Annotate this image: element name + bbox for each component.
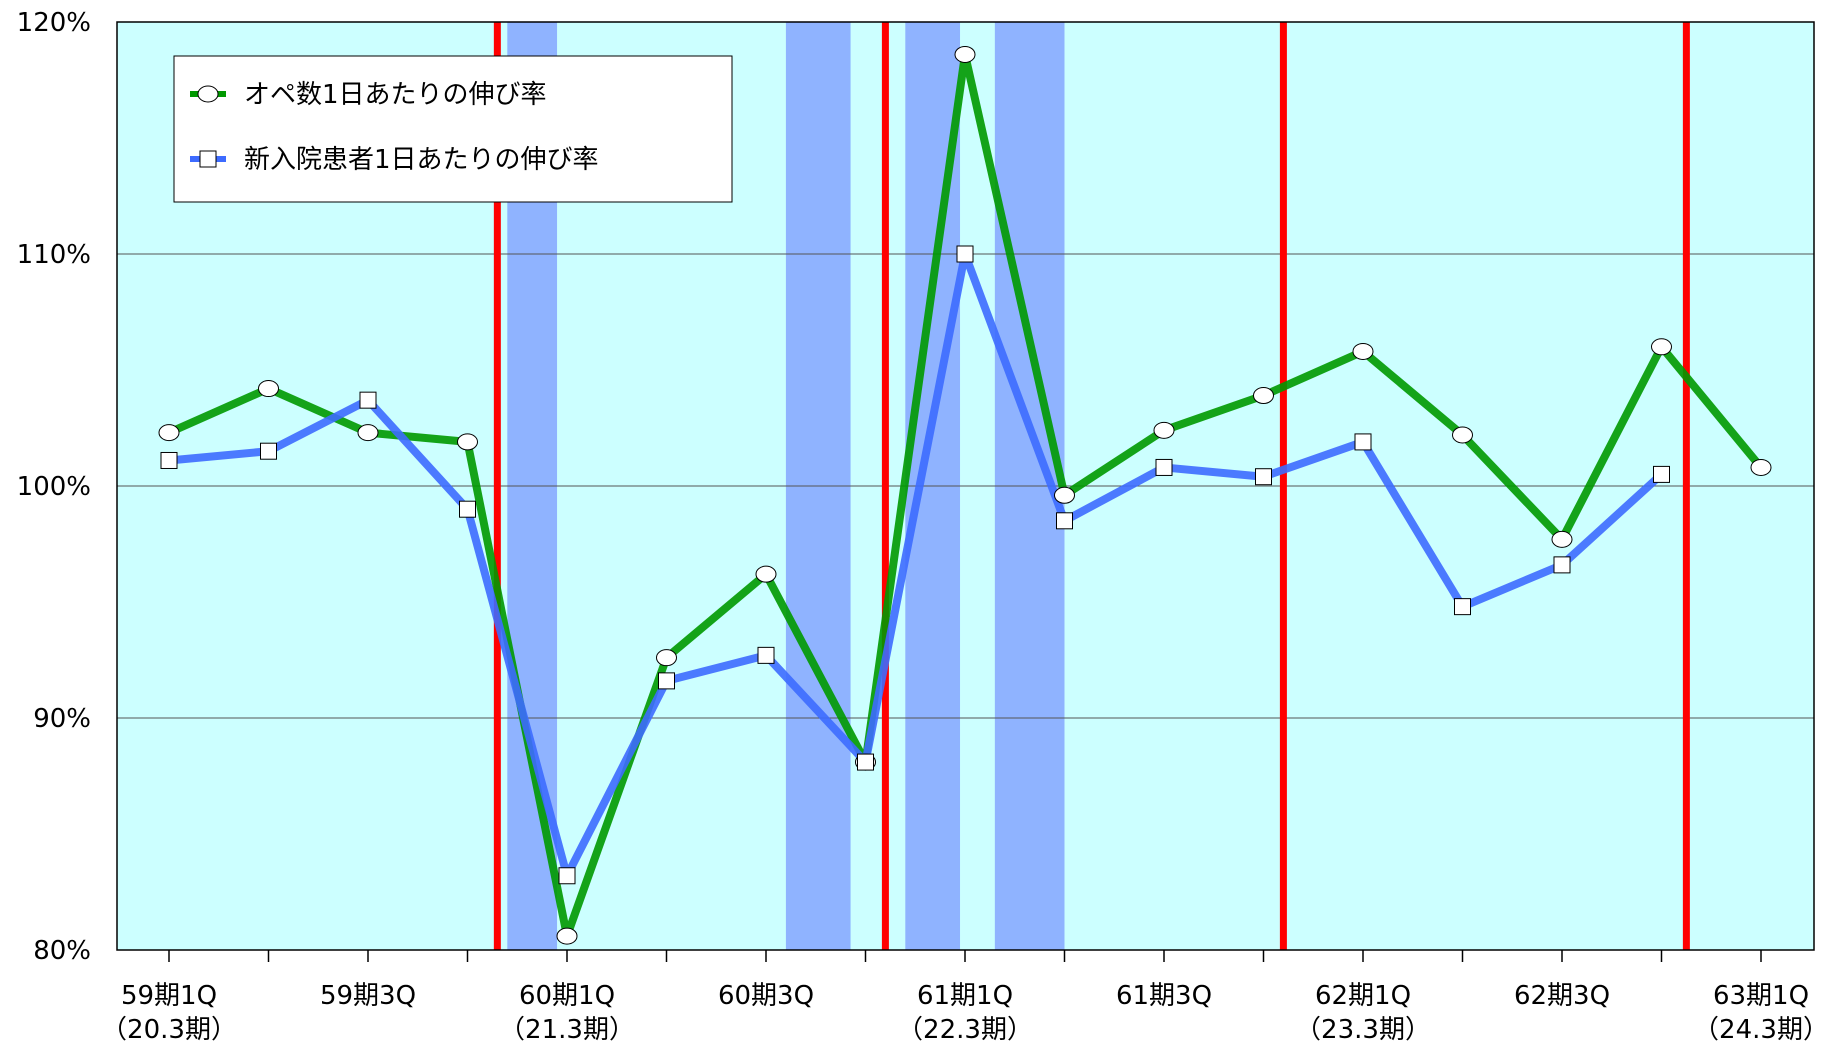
x-tick-label: 61期1Q [917,981,1013,1011]
data-point-square [757,646,775,664]
data-point-square [558,867,576,885]
legend-label-ope: オペ数1日あたりの伸び率 [244,80,547,110]
y-tick-label: 120% [17,8,91,38]
data-point-circle [556,927,578,945]
y-tick-label: 100% [17,472,91,502]
data-point-circle [1452,426,1473,444]
data-point-square [1553,556,1571,574]
x-tick-label: 60期3Q [718,981,814,1011]
data-point-circle [258,380,279,398]
data-point-square [1653,465,1670,483]
data-point-circle [1551,530,1573,548]
data-point-square [658,672,675,690]
legend-marker-circle-icon [197,85,219,103]
x-tick-label: 59期1Q [121,981,217,1011]
legend-label-admission: 新入院患者1日あたりの伸び率 [244,145,599,175]
y-tick-label: 110% [17,240,91,270]
data-point-square [359,391,377,409]
legend-box [173,55,733,203]
x-tick-sublabel: （22.3期） [897,1015,1033,1043]
x-tick-sublabel: （21.3期） [499,1015,635,1043]
series-line-1 [168,250,1665,880]
x-tick-sublabel: （24.3期） [1693,1015,1827,1043]
data-point-circle [1253,387,1274,405]
data-point-square [1354,433,1372,451]
data-point-circle [1153,421,1175,439]
x-tick-label: 62期1Q [1315,981,1411,1011]
legend-item-ope: オペ数1日あたりの伸び率 [190,80,547,110]
data-point-square [160,451,178,469]
data-point-circle [1054,486,1075,504]
data-point-square [1056,512,1073,530]
x-tick-label: 59期3Q [320,981,416,1011]
data-point-circle [656,649,677,667]
x-tick-label: 61期3Q [1116,981,1212,1011]
data-point-square [1454,598,1471,616]
data-point-square [1255,468,1272,486]
x-tick-sublabel: （20.3期） [101,1015,237,1043]
data-point-circle [1651,338,1672,356]
y-tick-label: 80% [33,936,91,966]
data-point-square [459,500,476,518]
data-point-square [260,442,277,460]
data-point-square [1155,458,1173,476]
x-tick-sublabel: （23.3期） [1295,1015,1431,1043]
data-point-circle [755,565,777,583]
data-point-square [857,753,874,771]
data-point-circle [357,424,379,442]
data-point-circle [457,433,478,451]
series-markers [158,45,1772,945]
data-point-circle [954,45,976,63]
x-tick-label: 60期1Q [519,981,615,1011]
data-point-circle [1352,342,1374,360]
legend-item-admission: 新入院患者1日あたりの伸び率 [190,145,599,175]
data-point-circle [158,424,180,442]
data-point-square [956,245,974,263]
legend-marker-square-icon [199,150,217,168]
y-tick-label: 90% [33,704,91,734]
legend: オペ数1日あたりの伸び率 新入院患者1日あたりの伸び率 [173,55,733,203]
data-point-circle [1750,458,1772,476]
x-tick-label: 63期1Q [1713,981,1809,1011]
x-tick-label: 62期3Q [1514,981,1610,1011]
